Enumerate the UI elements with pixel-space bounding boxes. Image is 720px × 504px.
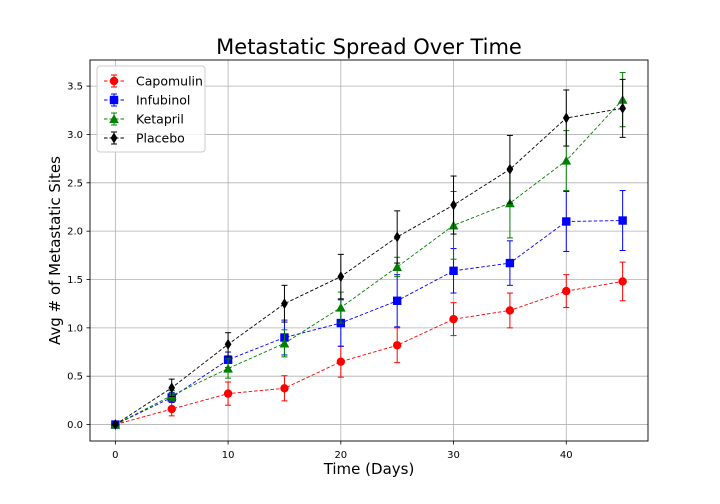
x-tick-label: 10 <box>222 450 235 461</box>
placebo-point <box>112 419 119 431</box>
ketapril-point <box>561 155 572 165</box>
y-tick-label: 2.0 <box>67 227 83 238</box>
capomulin-point <box>449 314 458 324</box>
placebo-point <box>619 102 626 114</box>
infubinol-point <box>392 296 402 305</box>
x-axis-label: Time (Days) <box>323 460 415 478</box>
capomulin-point <box>618 277 627 286</box>
placebo-point <box>506 163 514 175</box>
placebo-point <box>224 338 232 350</box>
placebo-line <box>115 107 623 425</box>
x-tick-label: 0 <box>112 450 118 461</box>
x-tick-label: 40 <box>560 450 573 461</box>
legend-ketapril-label: Ketapril <box>136 112 184 127</box>
series-capomulin <box>111 261 627 429</box>
legend-capomulin-label: Capomulin <box>136 74 203 89</box>
plot-area-frame <box>89 59 649 442</box>
y-tick-label: 2.5 <box>67 178 83 189</box>
y-tick-label: 1.0 <box>67 323 83 334</box>
placebo-point <box>281 298 288 310</box>
x-tick-label: 20 <box>334 450 347 461</box>
infubinol-point <box>505 258 515 268</box>
y-tick-label: 0.0 <box>67 420 83 431</box>
legend: Capomulin Infubinol Ketapril Placebo <box>96 65 206 153</box>
series-placebo <box>112 78 626 431</box>
legend-placebo-marker <box>110 132 118 144</box>
legend-infubinol-label: Infubinol <box>136 93 190 108</box>
legend-placebo-label: Placebo <box>136 131 185 146</box>
legend-infubinol-marker <box>109 95 119 105</box>
series-infubinol <box>111 190 627 429</box>
capomulin-point <box>336 357 346 366</box>
placebo-point <box>168 382 176 394</box>
y-axis-label: Avg # of Metastatic Sites <box>46 156 64 345</box>
capomulin-point <box>562 286 571 296</box>
ketapril-point <box>335 302 346 312</box>
capomulin-point <box>392 341 402 350</box>
y-tick-label: 3.0 <box>67 130 83 141</box>
legend-ketapril-marker <box>109 114 119 124</box>
ketapril-point <box>392 262 403 272</box>
y-tick-label: 3.5 <box>67 82 83 93</box>
placebo-point <box>337 271 345 283</box>
infubinol-line <box>115 220 623 425</box>
capomulin-point <box>223 389 233 398</box>
y-tick-label: 1.5 <box>67 275 83 286</box>
infubinol-point <box>449 266 458 276</box>
capomulin-point <box>167 404 176 414</box>
chart-title: Metastatic Spread Over Time <box>216 35 522 59</box>
capomulin-point <box>505 306 515 315</box>
series-layer <box>110 72 628 431</box>
y-tick-label: 0.5 <box>67 372 83 383</box>
placebo-point <box>562 112 570 124</box>
placebo-point <box>393 231 401 243</box>
placebo-point <box>450 199 457 211</box>
ketapril-line <box>115 99 623 425</box>
ketapril-point <box>279 338 290 348</box>
x-tick-label: 30 <box>447 450 460 461</box>
infubinol-point <box>562 217 571 226</box>
capomulin-point <box>280 384 289 393</box>
ketapril-point <box>223 363 233 373</box>
ticks-layer: 0 10 20 30 40 0.0 0.5 1.0 1.5 2.0 2.5 3.0 3.5 <box>67 82 573 461</box>
legend-box <box>96 65 206 153</box>
capomulin-line <box>115 281 623 425</box>
infubinol-point <box>618 216 627 225</box>
legend-capomulin-marker <box>109 76 119 86</box>
